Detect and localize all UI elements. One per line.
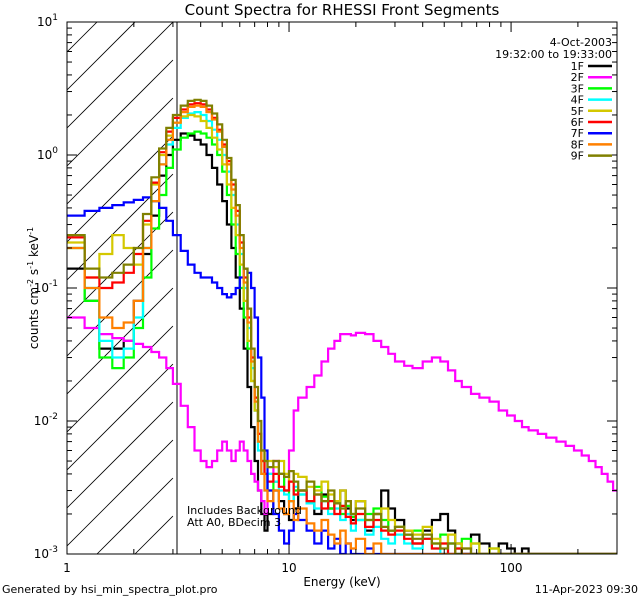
x-tick-label: 10 (281, 561, 296, 575)
legend-label-1F: 1F (571, 60, 584, 73)
hatch-line (67, 173, 174, 281)
legend-label-3F: 3F (571, 82, 584, 95)
series-8F (67, 104, 617, 554)
y-tick-label: 10-3 (34, 545, 58, 561)
y-tick-label: 101 (37, 13, 58, 29)
axis-ticks (66, 22, 618, 555)
x-axis-label: Energy (keV) (303, 575, 380, 589)
hatch-line (67, 135, 174, 243)
y-tick-label: 10-1 (34, 279, 58, 295)
hatch-line (67, 0, 173, 14)
hatched-region (67, 0, 174, 554)
hatch-line (67, 249, 174, 357)
x-tick-label: 100 (500, 561, 523, 575)
hatch-line (67, 22, 136, 91)
hatch-line (67, 363, 174, 471)
legend-label-4F: 4F (571, 94, 584, 107)
y-axis-label: counts cm-2 s-1 keV-1 (26, 227, 41, 349)
hatch-line (67, 97, 174, 205)
hatch-line (67, 22, 174, 129)
hatch-line (67, 401, 174, 509)
y-tick-label: 10-2 (34, 412, 58, 428)
hatch-line (67, 22, 98, 53)
y-tick-labels: 10-3 10-2 10-1 100 101 (34, 13, 59, 561)
series-group (67, 98, 617, 554)
hatch-line (67, 59, 174, 167)
date-label: 4-Oct-2003 (550, 36, 612, 49)
generator-note: Generated by hsi_min_spectra_plot.pro (2, 583, 218, 596)
series-7F (67, 196, 617, 554)
legend-label-7F: 7F (571, 127, 584, 140)
x-tick-label: 1 (63, 561, 71, 575)
time-range-label: 19:32:00 to 19:33:00 (495, 48, 612, 61)
series-6F (67, 102, 617, 554)
chart-title: Count Spectra for RHESSI Front Segments (185, 1, 500, 19)
hatch-line (134, 515, 174, 554)
y-tick-label: 100 (37, 146, 58, 162)
hatch-line (96, 477, 174, 554)
legend-label-8F: 8F (571, 138, 584, 151)
legend-label-5F: 5F (571, 105, 584, 118)
series-2F (67, 316, 617, 516)
hatch-line (67, 439, 174, 547)
plot-frame (66, 21, 618, 555)
hatch-line (67, 325, 174, 433)
series-9F (67, 98, 617, 554)
legend-label-9F: 9F (571, 150, 584, 163)
legend-label-6F: 6F (571, 116, 584, 129)
annotation-background: Includes Background (187, 504, 302, 517)
legend-label-2F: 2F (571, 71, 584, 84)
x-tick-labels: 1 10 100 (63, 561, 522, 575)
timestamp: 11-Apr-2023 09:30 (534, 583, 638, 596)
hatch-line (67, 287, 174, 395)
annotation-attenuator: Att A0, BDecim 3 (187, 516, 281, 529)
